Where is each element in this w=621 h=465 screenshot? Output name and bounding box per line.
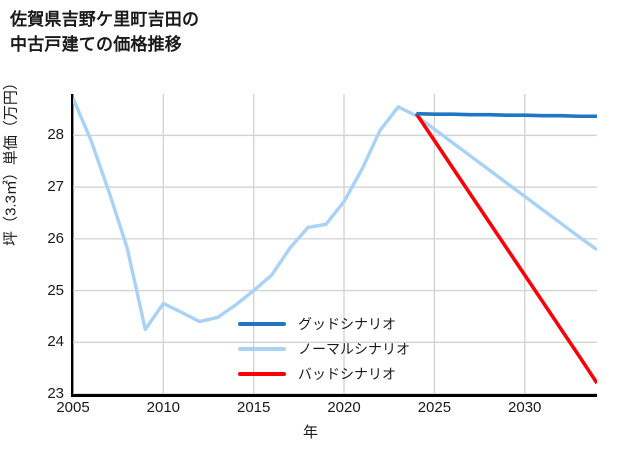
legend-color-swatch (238, 321, 286, 326)
y-axis-tick-label: 26 (47, 229, 64, 247)
x-axis-line (71, 394, 597, 397)
legend-color-swatch (238, 371, 286, 376)
legend-item-label: バッドシナリオ (298, 365, 396, 382)
chart-title: 佐賀県吉野ケ里町吉田の 中古戸建ての価格推移 (10, 8, 510, 57)
x-axis-tick-label: 2025 (417, 399, 452, 416)
legend-item[interactable]: バッドシナリオ (238, 361, 410, 386)
x-axis-label: 年 (302, 424, 318, 441)
x-axis-tick-label: 2020 (327, 399, 361, 416)
series-line-good (416, 111, 597, 119)
x-axis-tick-label: 2015 (237, 399, 271, 416)
series-svg (73, 94, 597, 394)
legend-item-label: グッドシナリオ (298, 315, 396, 332)
chart-legend: グッドシナリオ ノーマルシナリオ バッドシナリオ (238, 311, 410, 386)
legend-item[interactable]: ノーマルシナリオ (238, 336, 410, 361)
legend-color-swatch (238, 346, 286, 351)
y-axis-tick-label: 27 (47, 178, 64, 196)
x-axis-tick-label: 2005 (56, 399, 90, 416)
x-axis-tick-label: 2010 (146, 399, 181, 416)
series-line-normal (73, 97, 597, 332)
plot-area (73, 94, 597, 394)
y-axis-tick-label: 25 (47, 281, 64, 299)
y-axis-tick-label: 28 (47, 126, 64, 144)
series-line-bad (414, 112, 597, 385)
legend-item[interactable]: グッドシナリオ (238, 311, 410, 336)
y-axis-label: 坪（3.3㎡）単価（万円） (2, 75, 20, 246)
legend-item-label: ノーマルシナリオ (298, 340, 410, 357)
y-axis-tick-label: 24 (47, 333, 64, 351)
x-axis-tick-label: 2030 (508, 399, 542, 416)
chart-title-line1: 佐賀県吉野ケ里町吉田の (10, 10, 200, 29)
chart-title-line2: 中古戸建ての価格推移 (10, 34, 182, 54)
